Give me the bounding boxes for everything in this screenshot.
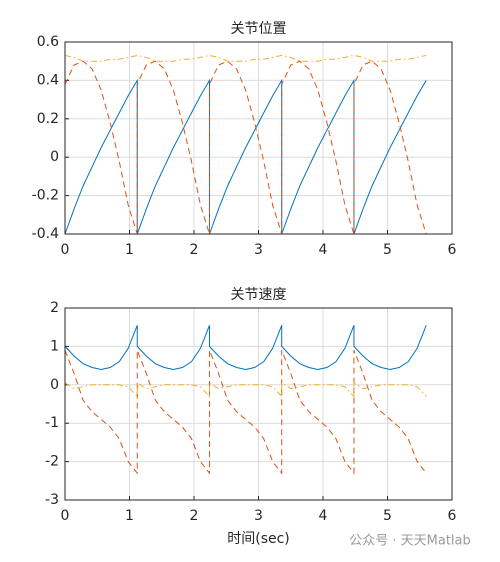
y-tick-label: -2 bbox=[45, 454, 59, 470]
series-line bbox=[64, 350, 427, 475]
x-tick-label: 1 bbox=[125, 508, 134, 524]
axes-frame bbox=[64, 307, 453, 501]
x-tick-label: 3 bbox=[254, 242, 263, 258]
x-tick-label: 3 bbox=[254, 508, 263, 524]
watermark: 公众号 · 天天Matlab bbox=[349, 534, 471, 549]
series-line bbox=[64, 381, 427, 398]
series-line bbox=[64, 78, 427, 235]
series-line bbox=[64, 54, 427, 62]
y-tick-label: 0.6 bbox=[37, 34, 59, 50]
chart-title: 关节位置 bbox=[231, 21, 287, 37]
x-tick-label: 4 bbox=[319, 508, 328, 524]
y-tick-label: -1 bbox=[45, 415, 59, 431]
x-tick-label: 6 bbox=[448, 508, 457, 524]
y-tick-label: 0.4 bbox=[37, 72, 59, 88]
y-tick-label: 0 bbox=[50, 377, 59, 393]
y-tick-label: -0.2 bbox=[32, 188, 59, 204]
y-tick-label: 2 bbox=[50, 300, 59, 316]
series-line bbox=[64, 325, 427, 370]
x-tick-label: 2 bbox=[190, 242, 199, 258]
y-tick-label: -3 bbox=[45, 492, 59, 508]
x-tick-label: 6 bbox=[448, 242, 457, 258]
x-tick-label: 5 bbox=[383, 508, 392, 524]
y-tick-label: 1 bbox=[50, 338, 59, 354]
x-tick-label: 0 bbox=[61, 508, 70, 524]
y-tick-label: 0 bbox=[50, 149, 59, 165]
chart-title: 关节速度 bbox=[231, 287, 287, 303]
x-tick-label: 5 bbox=[383, 242, 392, 258]
axes-frame bbox=[64, 41, 453, 235]
x-tick-label: 1 bbox=[125, 242, 134, 258]
series-line bbox=[64, 60, 427, 235]
x-tick-label: 2 bbox=[190, 508, 199, 524]
x-tick-label: 4 bbox=[319, 242, 328, 258]
x-axis-label: 时间(sec) bbox=[227, 531, 290, 547]
y-tick-label: -0.4 bbox=[32, 226, 59, 242]
x-tick-label: 0 bbox=[61, 242, 70, 258]
y-tick-label: 0.2 bbox=[37, 111, 59, 127]
